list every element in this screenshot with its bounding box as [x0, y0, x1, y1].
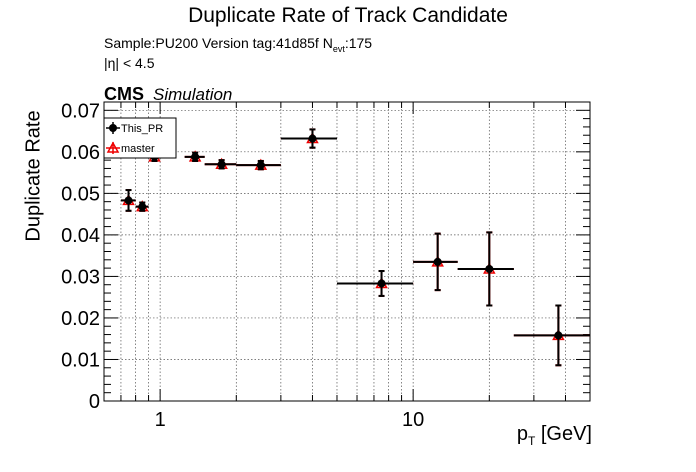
y-tick-label: 0.03 — [61, 266, 100, 288]
legend-label: master — [121, 143, 155, 155]
x-tick-label: 1 — [155, 409, 166, 431]
this-pr-point — [135, 201, 149, 212]
x-tick-label: 10 — [402, 409, 424, 431]
data-marks — [120, 128, 590, 367]
cms-label: CMS Simulation — [104, 84, 232, 105]
x-axis-label-unit: [GeV] — [535, 423, 592, 445]
y-tick-label: 0.07 — [61, 100, 100, 122]
marker-circle — [485, 264, 494, 273]
info-line-1-sub: evt — [332, 43, 345, 54]
marker-circle — [138, 202, 147, 211]
legend-entry: This_PR — [106, 122, 163, 135]
plot-frame — [103, 101, 591, 402]
cms-label-bold: CMS — [104, 84, 144, 104]
marker-circle — [433, 257, 442, 266]
marker-circle — [124, 196, 133, 205]
this-pr-point — [184, 151, 205, 162]
x-axis-label-main: p — [516, 423, 528, 445]
y-tick-label: 0.02 — [61, 308, 100, 330]
marker-circle — [191, 152, 200, 161]
this-pr-point — [513, 304, 590, 367]
y-tick-label: 0.05 — [61, 183, 100, 205]
this-pr-point — [457, 231, 514, 307]
y-tick-label: 0 — [89, 391, 100, 413]
legend-box — [103, 117, 177, 159]
marker-circle — [554, 331, 563, 340]
marker-circle — [256, 161, 265, 170]
y-tick-label: 0.04 — [61, 225, 100, 247]
this-pr-point — [236, 159, 281, 171]
x-axis-label-sub: T — [527, 434, 536, 448]
x-axis-label: pT [GeV] — [517, 423, 592, 448]
this-pr-point — [204, 159, 237, 170]
chart-title: Duplicate Rate of Track Candidate — [188, 4, 508, 27]
this-pr-point — [413, 232, 458, 292]
info-line-1-prefix: Sample:PU200 Version tag:41d85f N — [104, 35, 333, 51]
marker-circle — [217, 160, 226, 169]
this-pr-point — [280, 128, 337, 149]
info-line-1: Sample:PU200 Version tag:41d85f Nevt:175 — [104, 35, 372, 54]
legend-entry: master — [106, 141, 155, 155]
this-pr-point — [336, 270, 414, 297]
axis-ticks — [103, 102, 591, 402]
marker-circle — [308, 134, 317, 143]
this-pr-point — [120, 189, 136, 212]
legend-label: This_PR — [121, 123, 163, 135]
cms-sublabel: Simulation — [153, 85, 233, 104]
axis-tick-labels: 1 10 0 0.01 0.02 0.03 0.04 0.05 0.06 0.07 — [61, 100, 424, 431]
y-tick-label: 0.01 — [61, 349, 100, 371]
info-line-2: |η| < 4.5 — [104, 55, 155, 71]
legend-marker-triangle — [106, 141, 120, 153]
grid-lines — [103, 102, 591, 402]
legend-marker-circle — [109, 124, 117, 132]
marker-circle — [377, 279, 386, 288]
y-tick-label: 0.06 — [61, 142, 100, 164]
info-line-1-suffix: :175 — [344, 35, 373, 51]
